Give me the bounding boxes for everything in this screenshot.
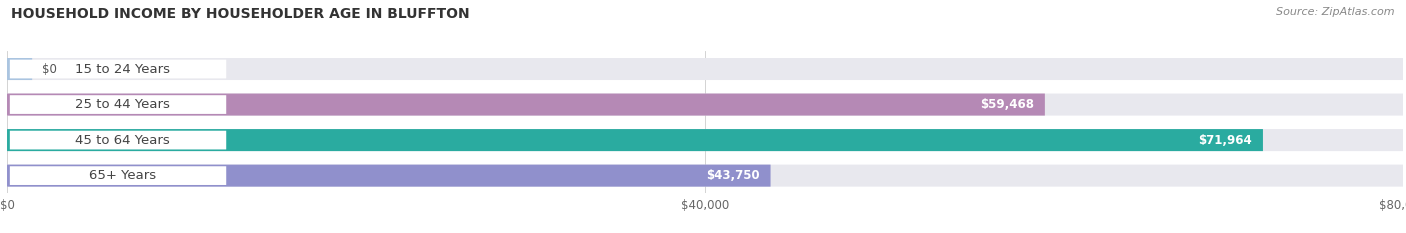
FancyBboxPatch shape	[7, 58, 32, 80]
Text: $71,964: $71,964	[1198, 134, 1251, 147]
FancyBboxPatch shape	[7, 129, 1403, 151]
Text: 25 to 44 Years: 25 to 44 Years	[75, 98, 170, 111]
Text: $43,750: $43,750	[706, 169, 759, 182]
Text: 15 to 24 Years: 15 to 24 Years	[75, 62, 170, 75]
Text: HOUSEHOLD INCOME BY HOUSEHOLDER AGE IN BLUFFTON: HOUSEHOLD INCOME BY HOUSEHOLDER AGE IN B…	[11, 7, 470, 21]
FancyBboxPatch shape	[7, 129, 1263, 151]
Text: Source: ZipAtlas.com: Source: ZipAtlas.com	[1277, 7, 1395, 17]
Text: 45 to 64 Years: 45 to 64 Years	[75, 134, 170, 147]
FancyBboxPatch shape	[7, 58, 1403, 80]
FancyBboxPatch shape	[10, 166, 226, 185]
Text: 65+ Years: 65+ Years	[89, 169, 156, 182]
FancyBboxPatch shape	[10, 131, 226, 149]
FancyBboxPatch shape	[7, 164, 770, 187]
FancyBboxPatch shape	[7, 93, 1045, 116]
FancyBboxPatch shape	[10, 60, 226, 78]
FancyBboxPatch shape	[7, 164, 1403, 187]
Text: $59,468: $59,468	[980, 98, 1033, 111]
FancyBboxPatch shape	[10, 95, 226, 114]
Text: $0: $0	[42, 62, 56, 75]
FancyBboxPatch shape	[7, 93, 1403, 116]
